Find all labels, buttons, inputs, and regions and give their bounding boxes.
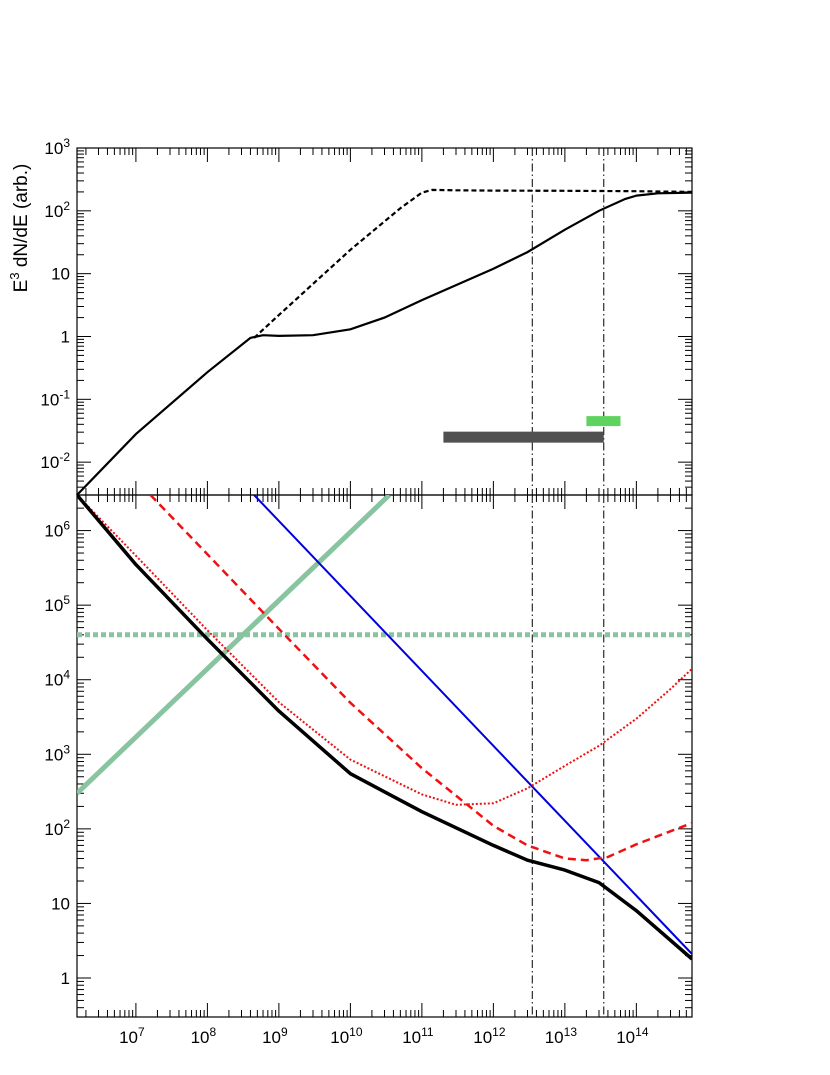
tick-base: 10 [44,671,63,690]
y-tick-label: 102 [44,199,70,221]
y-tick-label: 105 [44,593,70,615]
x-tick-label: 1014 [616,1025,649,1047]
tick-base: 1 [61,969,70,988]
tick-base: 1 [61,327,70,346]
tick-exp: 9 [281,1025,288,1039]
y-label-rest: dN/dE (arb.) [11,164,32,273]
x-tick-label: 1012 [473,1025,506,1047]
tick-base: 10 [44,745,63,764]
y-tick-label: 10 [51,265,70,284]
tick-base: 10 [44,139,63,158]
tick-base: 10 [44,820,63,839]
tick-exp: 3 [63,136,70,150]
x-tick-label: 1011 [402,1025,434,1047]
y-tick-label: 10 [51,894,70,913]
y-tick-label: 1 [61,327,70,346]
x-tick-label: 107 [119,1025,145,1047]
x-tick-label: 1010 [330,1025,363,1047]
tick-exp: -2 [59,450,70,464]
tick-base: 10 [191,1028,210,1047]
tick-exp: 13 [564,1025,578,1039]
tick-base: 10 [44,522,63,541]
y-label-exp: 3 [7,272,22,279]
y-tick-label: 103 [44,136,70,158]
y-label-base: E [11,280,32,293]
tick-base: 10 [44,202,63,221]
tick-base: 10 [616,1028,635,1047]
tick-exp: 4 [63,668,70,682]
chandra-range-bar [586,416,621,427]
tick-base: 10 [40,453,59,472]
tick-base: 10 [40,390,59,409]
tick-base: 10 [330,1028,349,1047]
tick-exp: 8 [210,1025,217,1039]
tick-exp: 6 [63,519,70,533]
spectrum-without-ic-line [253,188,693,339]
ic-nir-line [77,495,692,806]
hess-range-bar [443,431,604,443]
tick-exp: 3 [63,742,70,756]
ic-fir-line [149,495,692,862]
tick-exp: 11 [421,1025,434,1039]
tick-exp: 7 [138,1025,145,1039]
tick-exp: 12 [492,1025,506,1039]
spectrum-with-ic-line [76,191,693,496]
y-axis-label: E3 dN/dE (arb.) [7,164,32,293]
tick-exp: 2 [63,817,70,831]
tick-base: 10 [473,1028,492,1047]
synch-ic-line [77,495,692,961]
tick-base: 10 [262,1028,281,1047]
y-tick-label: 10-1 [40,387,70,409]
plot-frame [76,494,693,1018]
tick-base: 10 [119,1028,138,1047]
x-tick-label: 1013 [545,1025,578,1047]
y-tick-label: 106 [44,519,70,541]
tick-exp: 5 [63,593,70,607]
y-tick-label: 102 [44,817,70,839]
tick-exp: -1 [59,387,70,401]
tick-base: 10 [402,1028,421,1047]
tick-exp: 14 [635,1025,649,1039]
tick-exp: 10 [349,1025,363,1039]
tick-base: 10 [51,265,70,284]
tick-base: 10 [51,894,70,913]
series-group [77,495,692,961]
x-tick-label: 108 [191,1025,217,1047]
ionization-line [77,495,392,796]
tick-base: 10 [545,1028,564,1047]
plot-frame [76,147,693,496]
synchrotron-line [253,495,692,955]
y-tick-label: 103 [44,742,70,764]
y-tick-label: 10-2 [40,450,70,472]
tick-base: 10 [44,596,63,615]
tick-exp: 2 [63,199,70,213]
y-tick-label: 104 [44,668,70,690]
y-tick-label: 1 [61,969,70,988]
x-tick-label: 109 [262,1025,288,1047]
